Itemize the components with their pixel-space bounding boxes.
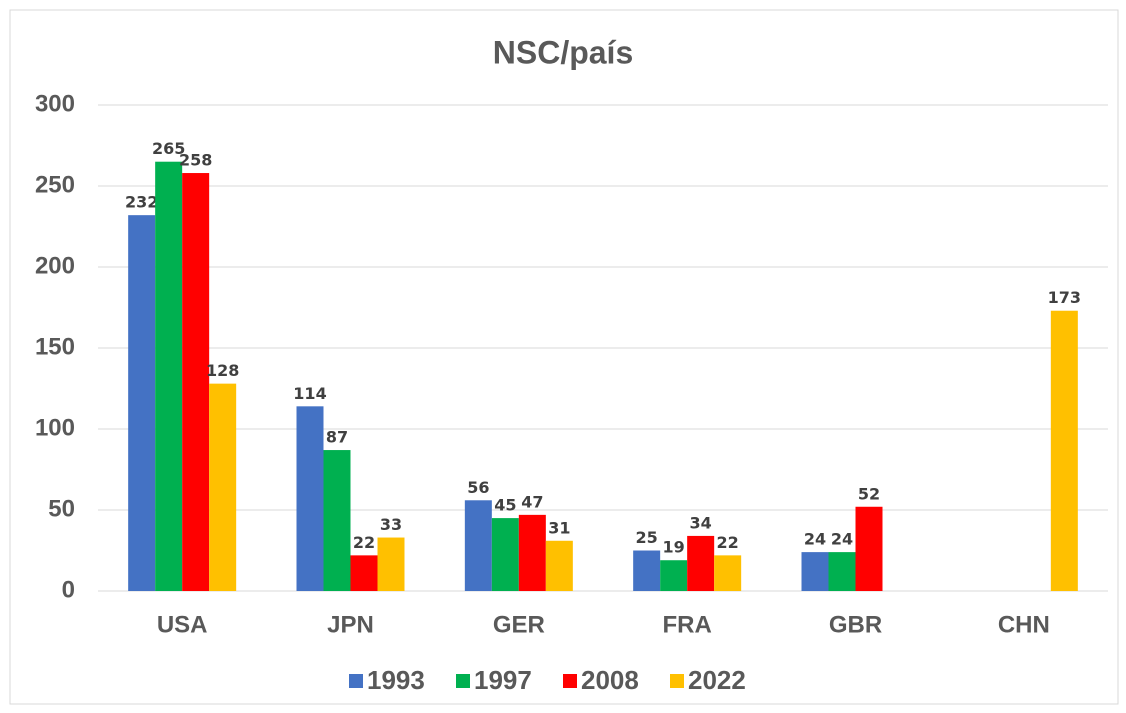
legend-swatch bbox=[349, 674, 363, 688]
y-tick-label: 100 bbox=[35, 414, 75, 441]
bar bbox=[491, 518, 519, 591]
x-tick-label: USA bbox=[157, 611, 208, 638]
value-label: 114 bbox=[293, 384, 326, 403]
bar bbox=[155, 161, 183, 591]
bar bbox=[1050, 310, 1078, 591]
bar bbox=[209, 383, 237, 591]
bar bbox=[464, 500, 492, 591]
value-label: 87 bbox=[326, 428, 348, 447]
bar bbox=[296, 406, 324, 591]
value-label: 265 bbox=[152, 139, 185, 158]
value-label: 45 bbox=[494, 496, 516, 515]
y-tick-label: 250 bbox=[35, 171, 75, 198]
x-tick-label: CHN bbox=[998, 611, 1050, 638]
bar bbox=[714, 555, 742, 591]
value-label: 22 bbox=[353, 533, 375, 552]
bar bbox=[801, 552, 829, 591]
value-label: 173 bbox=[1048, 288, 1081, 307]
bar bbox=[377, 537, 405, 591]
value-label: 56 bbox=[467, 478, 489, 497]
bar bbox=[323, 450, 351, 591]
legend-swatch bbox=[456, 674, 470, 688]
bar bbox=[855, 506, 883, 591]
value-label: 258 bbox=[179, 151, 212, 170]
bar bbox=[545, 540, 573, 591]
value-label: 47 bbox=[521, 492, 543, 511]
value-label: 24 bbox=[831, 530, 853, 549]
legend-swatch bbox=[563, 674, 577, 688]
bar bbox=[350, 555, 378, 591]
chart-title: NSC/país bbox=[493, 34, 633, 70]
legend-label: 2008 bbox=[581, 665, 639, 695]
y-tick-label: 0 bbox=[62, 576, 75, 603]
x-tick-label: GBR bbox=[829, 611, 882, 638]
bar bbox=[828, 552, 856, 591]
x-tick-label: GER bbox=[493, 611, 545, 638]
value-label: 232 bbox=[125, 193, 158, 212]
bar bbox=[182, 173, 210, 592]
value-label: 33 bbox=[380, 515, 402, 534]
value-label: 24 bbox=[804, 530, 826, 549]
y-tick-label: 200 bbox=[35, 252, 75, 279]
x-tick-label: JPN bbox=[327, 611, 374, 638]
bar bbox=[633, 550, 661, 591]
y-tick-label: 50 bbox=[48, 495, 75, 522]
bar bbox=[518, 514, 546, 591]
legend-swatch bbox=[670, 674, 684, 688]
value-label: 25 bbox=[636, 528, 658, 547]
value-label: 34 bbox=[690, 513, 712, 532]
bar bbox=[128, 215, 156, 591]
bar bbox=[687, 535, 715, 591]
y-tick-label: 300 bbox=[35, 90, 75, 117]
value-label: 128 bbox=[206, 361, 239, 380]
y-tick-label: 150 bbox=[35, 333, 75, 360]
value-label: 52 bbox=[858, 484, 880, 503]
legend-label: 2022 bbox=[688, 665, 746, 695]
x-tick-label: FRA bbox=[663, 611, 712, 638]
legend-label: 1997 bbox=[474, 665, 532, 695]
value-label: 19 bbox=[663, 538, 685, 557]
value-label: 22 bbox=[717, 533, 739, 552]
bar bbox=[660, 560, 688, 591]
value-label: 31 bbox=[548, 518, 570, 537]
legend-label: 1993 bbox=[367, 665, 425, 695]
